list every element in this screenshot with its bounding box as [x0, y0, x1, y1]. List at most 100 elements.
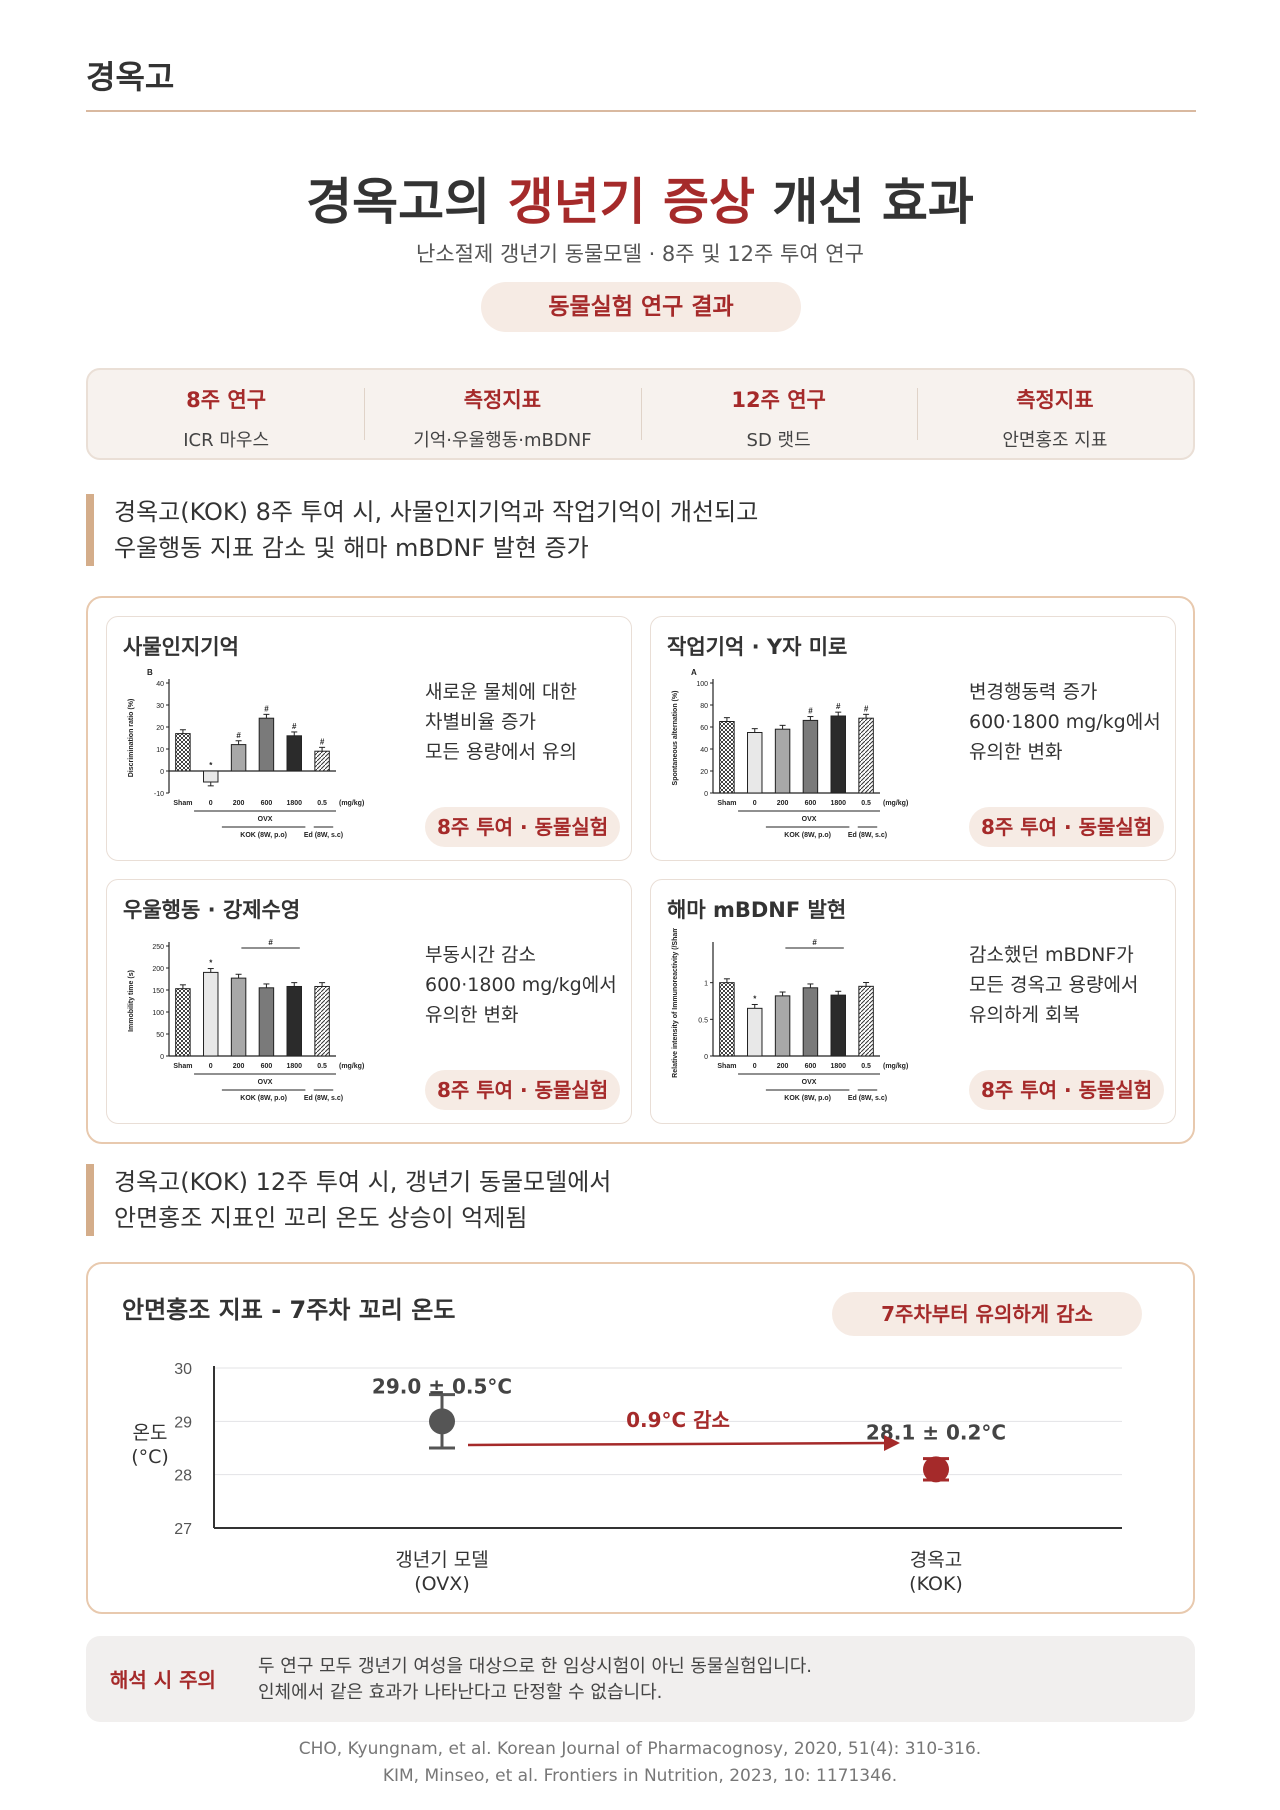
bar: [258, 987, 275, 1057]
x-tick-label: 200: [233, 1063, 245, 1070]
bar: [830, 715, 846, 794]
kok-label: KOK (8W, p.o): [784, 832, 831, 839]
bar: [314, 985, 330, 1057]
x-tick-label: 200: [233, 800, 245, 807]
bar: [175, 988, 191, 1057]
x-tick-label: 0.5: [317, 800, 327, 807]
summary-value: 안면홍조 지표: [1002, 430, 1108, 451]
x-category-label: 갱년기 모델: [395, 1549, 488, 1571]
bar: [747, 1007, 763, 1057]
page-subtitle: 난소절제 갱년기 동물모델 · 8주 및 12주 투여 연구: [416, 242, 864, 266]
y-tick-label: 30: [156, 703, 164, 710]
caution-text: 두 연구 모두 갱년기 여성을 대상으로 한 임상시험이 아닌 동물실험입니다.…: [258, 1656, 813, 1703]
y-tick-label: 40: [700, 747, 708, 754]
significance-mark: *: [753, 994, 757, 1003]
section1-callout: 경옥고(KOK) 8주 투여 시, 사물인지기억과 작업기억이 개선되고 우울행…: [86, 494, 1186, 566]
significance-badge: 7주차부터 유의하게 감소: [832, 1292, 1142, 1336]
y-tick-label: 250: [152, 944, 164, 951]
significance-mark: #: [836, 702, 841, 711]
y-tick-label: 29: [174, 1414, 192, 1431]
section2-callout: 경옥고(KOK) 12주 투여 시, 갱년기 동물모델에서 안면홍조 지표인 꼬…: [86, 1164, 1186, 1236]
card-tag: 8주 투여 · 동물실험: [969, 807, 1165, 847]
x-tick-label: 1800: [830, 800, 846, 807]
x-tick-label: 600: [805, 1063, 817, 1070]
x-category-label: 경옥고: [910, 1549, 962, 1571]
x-tick-label: 0: [209, 1063, 213, 1070]
bar: [175, 733, 191, 772]
unit-label: (mg/kg): [339, 1063, 364, 1070]
significance-mark: *: [209, 761, 213, 770]
bar: [802, 719, 819, 794]
bar: [314, 750, 330, 772]
reference-item: KIM, Minseo, et al. Frontiers in Nutriti…: [382, 1766, 898, 1786]
card-description: 변경행동력 증가 600·1800 mg/kg에서 유의한 변화: [969, 681, 1161, 763]
summary-heading: 측정지표: [463, 388, 542, 412]
significance-mark: *: [209, 959, 213, 968]
summary-item: 8주 연구 ICR 마우스: [88, 370, 364, 458]
y-axis-label: 온도: [133, 1422, 168, 1444]
y-tick-label: 20: [700, 769, 708, 776]
x-category-label: (OVX): [414, 1573, 469, 1595]
x-tick-label: 0.5: [317, 1063, 327, 1070]
card-object-recognition: 사물인지기억 -10 0 10 20 30 40 Discrimination ratio …: [106, 616, 632, 861]
card-description: 부동시간 감소 600·1800 mg/kg에서 유의한 변화: [425, 944, 617, 1026]
y-tick-label: 50: [156, 1032, 164, 1039]
kok-label: KOK (8W, p.o): [240, 832, 287, 839]
card-tag: 8주 투여 · 동물실험: [425, 807, 621, 847]
x-tick-label: 0.5: [861, 1063, 871, 1070]
temperature-panel: 안면홍조 지표 - 7주차 꼬리 온도 7주차부터 유의하게 감소 30 29 28…: [86, 1262, 1195, 1614]
kok-label: KOK (8W, p.o): [240, 1095, 287, 1102]
y-tick-label: 28: [174, 1468, 192, 1485]
bar: [830, 994, 846, 1057]
y-tick-label: -10: [154, 791, 164, 798]
y-tick-label: 150: [152, 988, 164, 995]
card-title: 해마 mBDNF 발현: [667, 898, 847, 922]
bar: [774, 728, 791, 794]
y-tick-label: 20: [156, 725, 164, 732]
chart-spontaneous-alternation: 0 20 40 60 80 100 Spontaneous alternation (%) A…: [672, 668, 908, 839]
x-tick-label: Sham: [173, 1063, 192, 1070]
title-suffix: 개선 효과: [755, 173, 974, 231]
x-tick-label: 1800: [286, 1063, 302, 1070]
x-tick-label: 600: [261, 1063, 273, 1070]
chart-mbdnf-intensity: 0 0.5 1 Relative intensity of Immunoreactiv…: [672, 928, 908, 1102]
y-axis-label: (°C): [131, 1446, 169, 1468]
x-tick-label: 600: [805, 800, 817, 807]
change-arrow: [467, 1441, 889, 1447]
panel-letter: A: [691, 668, 697, 677]
significance-mark: #: [864, 704, 869, 713]
brand-name: 경옥고: [86, 58, 175, 96]
x-tick-label: Sham: [173, 800, 192, 807]
card-title: 우울행동 · 강제수영: [123, 898, 301, 922]
summary-item: 12주 연구 SD 랫드: [640, 370, 917, 458]
y-tick-label: 200: [152, 966, 164, 973]
value-label: 29.0 ± 0.5°C: [372, 1374, 512, 1398]
title-prefix: 경옥고의: [306, 173, 508, 231]
bar: [230, 744, 247, 772]
summary-item: 측정지표 안면홍조 지표: [916, 370, 1193, 458]
card-mbdnf: 해마 mBDNF 발현 0 0.5 1 Relative intensity of I…: [650, 879, 1176, 1124]
y-tick-label: 80: [700, 703, 708, 710]
card-tag: 8주 투여 · 동물실험: [425, 1070, 621, 1110]
card-description: 감소했던 mBDNF가 모든 경옥고 용량에서 유의하게 회복: [969, 944, 1139, 1026]
ed-label: Ed (8W, s.c): [304, 1095, 343, 1102]
card-forced-swim: 우울행동 · 강제수영 0 50 100 150 200 250 Immobility ti…: [106, 879, 632, 1124]
panel-letter: B: [147, 668, 153, 677]
y-tick-label: 0: [704, 791, 708, 798]
result-pill: 동물실험 연구 결과: [481, 282, 801, 332]
bar: [858, 717, 874, 794]
summary-value: 기억·우울행동·mBDNF: [413, 430, 592, 451]
significance-mark: #: [292, 722, 297, 731]
x-tick-label: 0: [209, 800, 213, 807]
x-tick-label: 600: [261, 800, 273, 807]
temperature-chart-title: 안면홍조 지표 - 7주차 꼬리 온도: [122, 1296, 456, 1324]
header-divider: [86, 110, 1196, 112]
y-tick-label: 0: [160, 1054, 164, 1061]
significance-mark: #: [264, 704, 269, 713]
comparison-mark: #: [812, 938, 817, 947]
section1-line2: 우울행동 지표 감소 및 해마 mBDNF 발현 증가: [114, 534, 589, 562]
y-tick-label: 60: [700, 725, 708, 732]
